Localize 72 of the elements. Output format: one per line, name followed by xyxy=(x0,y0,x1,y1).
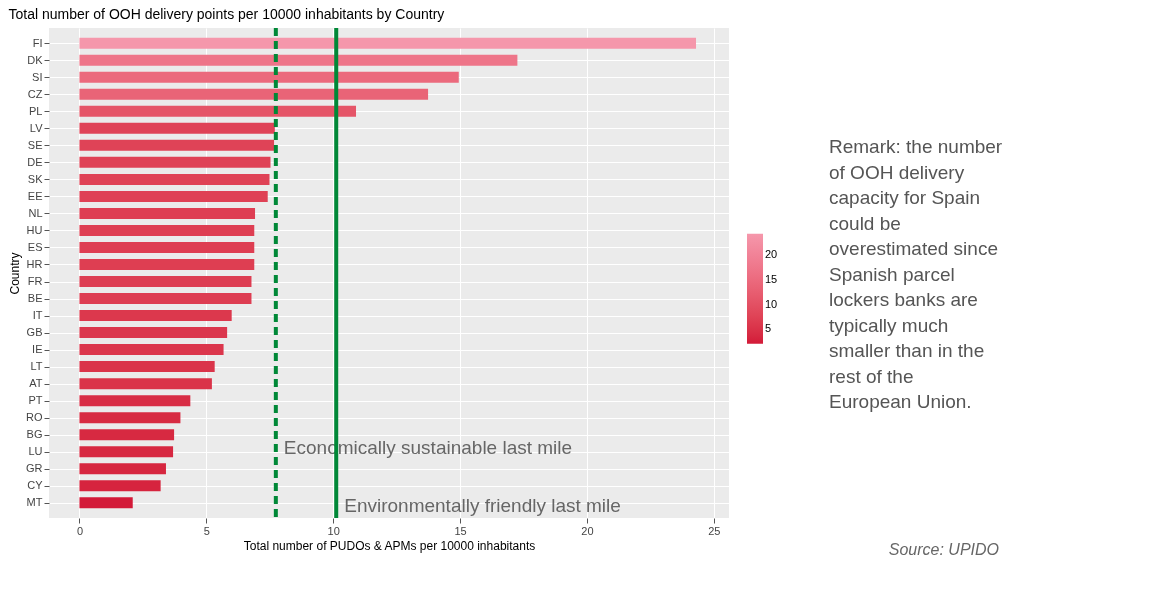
bar xyxy=(79,258,255,270)
bar xyxy=(79,429,175,441)
y-tick-label: BE xyxy=(27,292,43,305)
bar xyxy=(79,241,255,253)
source-note: Source: UPIDO xyxy=(888,541,999,558)
y-tick-label: SE xyxy=(27,138,43,151)
y-tick-label: DK xyxy=(27,53,44,66)
x-tick-label: 5 xyxy=(203,524,210,537)
color-bar-label: 10 xyxy=(765,297,778,310)
y-tick-label: DE xyxy=(27,155,43,168)
y-tick-label: NL xyxy=(28,206,43,219)
color-bar-label: 20 xyxy=(765,248,778,261)
bar xyxy=(79,497,133,509)
y-tick-label: PL xyxy=(29,104,43,117)
y-tick-label: GB xyxy=(26,326,43,339)
bar xyxy=(79,88,429,100)
color-bar-label: 5 xyxy=(765,322,772,335)
x-tick-label: 25 xyxy=(708,524,721,537)
y-tick-label: PT xyxy=(28,394,43,407)
bar xyxy=(79,378,212,390)
bar xyxy=(79,276,252,288)
y-axis-title: Country xyxy=(8,252,22,295)
x-tick-label: 10 xyxy=(327,524,340,537)
y-tick-label: RO xyxy=(26,411,43,424)
bar xyxy=(79,71,459,83)
bar xyxy=(79,480,161,492)
bar xyxy=(79,395,191,407)
y-tick-label: EE xyxy=(27,189,43,202)
y-tick-label: SK xyxy=(27,172,44,185)
y-tick-label: ES xyxy=(27,240,43,253)
bar xyxy=(79,293,252,305)
y-tick-label: AT xyxy=(29,377,43,390)
y-tick-label: SI xyxy=(32,70,43,83)
y-tick-label: FR xyxy=(27,275,43,288)
bar xyxy=(79,139,275,151)
y-tick-label: LT xyxy=(30,360,43,373)
bar xyxy=(79,412,181,424)
bar xyxy=(79,173,270,185)
bar xyxy=(79,54,518,66)
y-tick-label: HR xyxy=(26,257,43,270)
bar xyxy=(79,344,224,356)
y-tick-label: CZ xyxy=(27,87,43,100)
bar xyxy=(79,156,271,168)
ref-line-label: Environmentally friendly last mile xyxy=(344,495,621,516)
y-tick-label: IT xyxy=(32,309,43,322)
bar xyxy=(79,190,268,202)
bar xyxy=(79,122,275,134)
bar xyxy=(79,224,255,236)
bar xyxy=(79,327,228,339)
y-tick-label: HU xyxy=(26,223,43,236)
x-tick-label: 20 xyxy=(581,524,594,537)
y-tick-label: FI xyxy=(32,36,43,49)
bar xyxy=(79,463,166,475)
text: Remark: the number of OOH delivery capacity for Spain could be overestimated since Spanish parcel lockers banks are typically much smaller than in the rest of the European Union. xyxy=(829,136,1003,412)
y-tick-label: BG xyxy=(26,428,43,441)
x-axis-title: Total number of PUDOs & APMs per 10000 inhabitants xyxy=(243,538,536,553)
y-tick-label: LV xyxy=(29,121,44,134)
bar xyxy=(79,361,215,373)
bar xyxy=(79,37,697,49)
bar xyxy=(79,446,174,458)
y-tick-label: IE xyxy=(32,343,43,356)
y-tick-label: CY xyxy=(27,479,44,492)
bar xyxy=(79,105,357,117)
x-tick-label: 15 xyxy=(454,524,467,537)
y-tick-label: MT xyxy=(26,496,43,509)
bar xyxy=(79,207,256,219)
y-tick-label: LU xyxy=(28,445,43,458)
bar xyxy=(79,310,232,322)
chart-title: Total number of OOH delivery points per 10000 inhabitants by Country xyxy=(8,6,445,22)
y-tick-label: GR xyxy=(26,462,43,475)
x-tick-label: 0 xyxy=(76,524,84,537)
color-bar-label: 15 xyxy=(765,272,778,285)
